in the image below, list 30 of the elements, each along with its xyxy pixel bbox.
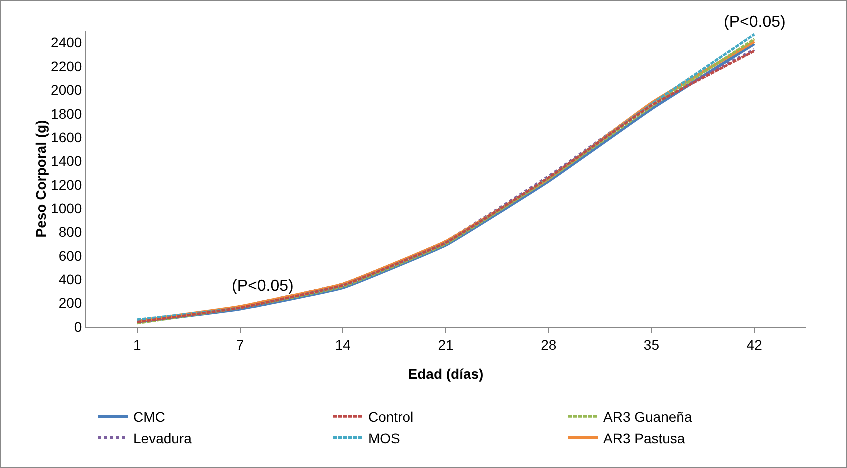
annotation: (P<0.05) xyxy=(724,14,786,31)
y-tick-label: 0 xyxy=(74,318,82,335)
legend-label: Control xyxy=(368,409,414,426)
x-axis-title: Edad (días) xyxy=(408,366,484,382)
legend-label: Levadura xyxy=(134,430,192,446)
x-tick-label: 7 xyxy=(236,336,244,353)
y-tick-label: 600 xyxy=(58,248,82,264)
y-tick-label: 1000 xyxy=(51,200,82,216)
y-tick-label: 1800 xyxy=(51,106,82,122)
y-tick-label: 200 xyxy=(58,295,82,312)
legend-label: AR3 Pastusa xyxy=(604,430,686,446)
y-tick-label: 2000 xyxy=(51,82,82,98)
y-tick-label: 1400 xyxy=(51,153,82,170)
y-tick-label: 2200 xyxy=(51,58,82,74)
x-tick-label: 35 xyxy=(644,336,660,353)
legend-label: AR3 Guaneña xyxy=(604,409,692,426)
y-tick-label: 400 xyxy=(58,272,82,288)
y-tick-label: 1200 xyxy=(51,176,82,193)
y-tick-label: 2400 xyxy=(51,34,82,51)
x-tick-label: 1 xyxy=(134,336,142,353)
legend-label: MOS xyxy=(368,430,400,446)
x-tick-label: 14 xyxy=(335,336,352,353)
legend-label: CMC xyxy=(134,409,166,426)
y-tick-label: 800 xyxy=(58,224,82,240)
y-tick-label: 1600 xyxy=(51,129,82,146)
annotation: (P<0.05) xyxy=(232,278,294,295)
x-tick-label: 42 xyxy=(746,336,763,353)
x-tick-label: 28 xyxy=(541,336,557,353)
y-axis-title: Peso Corporal (g) xyxy=(33,120,50,238)
x-tick-label: 21 xyxy=(438,336,454,353)
